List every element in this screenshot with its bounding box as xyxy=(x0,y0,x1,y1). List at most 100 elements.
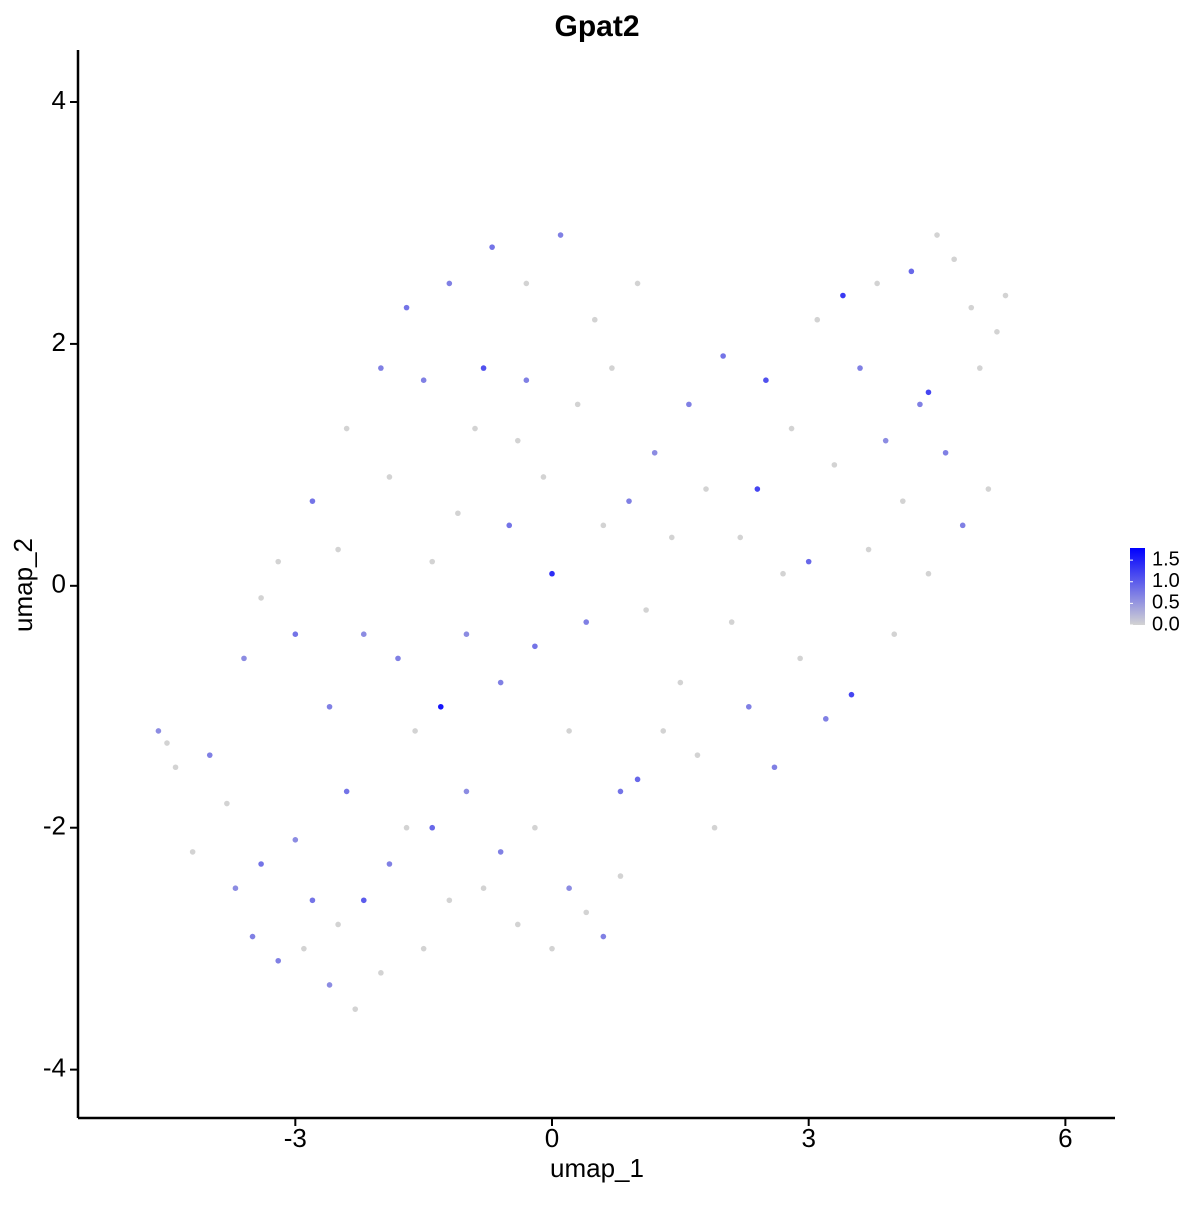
point xyxy=(754,486,761,492)
point xyxy=(343,425,350,432)
chart-title: Gpat2 xyxy=(554,10,639,43)
point xyxy=(557,232,564,238)
point xyxy=(189,849,196,855)
point xyxy=(660,728,667,734)
point xyxy=(609,365,615,371)
point xyxy=(403,304,410,311)
point xyxy=(249,933,256,940)
point xyxy=(378,970,384,976)
y-axis-label: umap_2 xyxy=(8,538,38,632)
point xyxy=(514,921,521,928)
point xyxy=(489,244,495,250)
point xyxy=(643,607,649,613)
point xyxy=(523,280,530,287)
point xyxy=(326,703,333,710)
point xyxy=(745,703,752,710)
point xyxy=(420,945,427,952)
point xyxy=(951,256,957,263)
x-axis-label: umap_1 xyxy=(550,1153,644,1183)
point xyxy=(549,945,555,952)
point xyxy=(497,849,504,855)
point xyxy=(686,401,692,408)
point xyxy=(301,945,307,952)
point xyxy=(865,546,872,553)
point xyxy=(977,365,983,371)
point xyxy=(275,957,282,964)
point xyxy=(566,728,572,734)
point xyxy=(959,522,966,529)
colorbar-label: 0.5 xyxy=(1152,592,1180,614)
y-tick-label: -2 xyxy=(43,811,66,841)
point xyxy=(164,740,170,746)
point xyxy=(908,268,915,275)
point xyxy=(823,716,829,722)
point xyxy=(326,982,333,988)
point xyxy=(694,752,701,758)
point xyxy=(386,861,393,867)
colorbar-label: 0.0 xyxy=(1152,613,1180,635)
point xyxy=(814,316,821,323)
point xyxy=(583,619,590,625)
point xyxy=(523,377,530,383)
point xyxy=(403,824,410,831)
point xyxy=(763,377,769,383)
point xyxy=(591,316,598,323)
point xyxy=(994,329,1000,335)
point xyxy=(677,679,684,686)
point xyxy=(472,425,478,432)
point xyxy=(532,643,538,650)
point xyxy=(583,909,590,916)
point xyxy=(934,232,940,238)
point xyxy=(437,703,444,710)
point xyxy=(343,788,350,795)
point xyxy=(840,292,846,299)
point xyxy=(985,486,992,492)
point xyxy=(857,365,863,371)
point xyxy=(506,522,513,529)
point xyxy=(780,570,786,577)
point xyxy=(668,534,675,541)
point xyxy=(455,510,461,517)
point xyxy=(463,631,470,637)
point xyxy=(258,595,264,601)
point xyxy=(360,897,367,904)
point xyxy=(600,522,607,529)
x-tick-label: 3 xyxy=(801,1123,815,1153)
point xyxy=(172,764,179,771)
point xyxy=(566,885,572,891)
point xyxy=(831,462,838,468)
point xyxy=(429,824,436,831)
point xyxy=(514,437,521,444)
point xyxy=(309,897,316,904)
point xyxy=(258,861,264,867)
point xyxy=(224,800,230,807)
point xyxy=(1002,292,1009,299)
point xyxy=(352,1006,359,1012)
point xyxy=(206,752,213,758)
point xyxy=(540,474,547,480)
colorbar xyxy=(1130,548,1145,625)
point xyxy=(232,885,239,891)
point xyxy=(771,764,778,771)
point xyxy=(480,885,487,891)
point xyxy=(874,280,880,287)
point xyxy=(917,401,923,408)
point xyxy=(480,365,487,371)
colorbar-label: 1.0 xyxy=(1152,570,1180,592)
point xyxy=(309,498,316,504)
y-tick-label: 2 xyxy=(52,327,66,357)
point xyxy=(882,437,889,444)
point xyxy=(805,558,812,565)
point xyxy=(532,824,538,831)
point xyxy=(395,655,401,662)
x-tick-label: 0 xyxy=(545,1123,559,1153)
point xyxy=(335,546,341,553)
point xyxy=(634,776,641,783)
y-tick-label: -4 xyxy=(43,1052,66,1082)
y-tick-label: 4 xyxy=(52,85,66,115)
point xyxy=(900,498,906,504)
point xyxy=(386,474,393,480)
x-tick-label: -3 xyxy=(284,1123,307,1153)
y-tick-label: 0 xyxy=(52,569,66,599)
